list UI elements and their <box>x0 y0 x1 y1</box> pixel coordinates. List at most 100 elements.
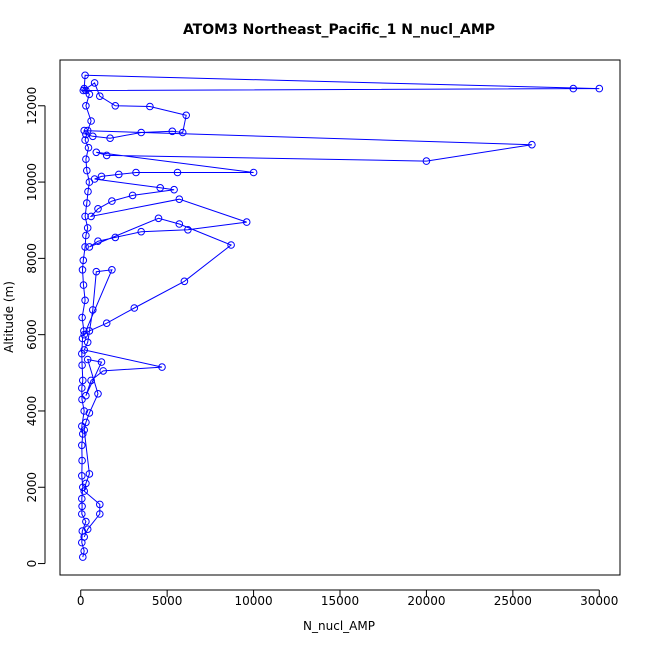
data-point <box>154 214 163 223</box>
x-tick-label: 10000 <box>234 594 272 608</box>
data-point <box>78 494 86 503</box>
data-point <box>90 79 99 87</box>
data-point <box>80 547 88 555</box>
y-tick-label: 4000 <box>25 396 39 427</box>
data-point <box>595 84 604 93</box>
data-point <box>82 391 90 400</box>
data-point <box>82 102 90 110</box>
data-point <box>82 231 90 240</box>
data-point <box>158 363 166 371</box>
data-point <box>80 346 88 354</box>
data-point <box>99 367 107 375</box>
data-point <box>81 71 89 80</box>
data-point <box>94 390 102 398</box>
data-point <box>178 128 187 137</box>
data-point <box>81 136 89 144</box>
y-axis-label: Altitude (m) <box>2 281 16 353</box>
y-axis: 0 2000 4000 6000 8000 10000 12000 <box>25 87 46 567</box>
chart-title: ATOM3 Northeast_Pacific_1 N_nucl_AMP <box>183 22 495 38</box>
x-axis-label: N_nucl_AMP <box>303 619 375 633</box>
data-point <box>82 479 90 488</box>
data-point <box>78 361 86 370</box>
data-point <box>79 86 88 95</box>
y-tick-label: 6000 <box>25 319 39 350</box>
data-point <box>87 212 95 221</box>
data-point <box>82 418 90 427</box>
data-point <box>79 430 87 438</box>
data-point <box>249 168 258 177</box>
data-point <box>82 517 90 526</box>
data-point <box>132 168 140 177</box>
data-point <box>83 199 91 207</box>
data-point <box>78 472 86 480</box>
data-point <box>78 456 86 465</box>
data-point <box>108 197 116 205</box>
data-point <box>79 281 88 289</box>
data-point <box>85 327 94 335</box>
data-point <box>569 84 578 93</box>
data-point <box>81 243 89 251</box>
data-point <box>78 313 86 322</box>
series-line-0 <box>81 74 600 558</box>
data-point <box>94 205 102 213</box>
data-point <box>78 510 86 518</box>
data-point <box>85 243 94 251</box>
data-point <box>422 157 431 165</box>
data-point <box>92 267 101 276</box>
y-tick-label: 8000 <box>25 243 39 274</box>
x-tick-label: 20000 <box>407 594 445 608</box>
data-point <box>84 143 93 152</box>
data-point <box>102 319 111 328</box>
x-tick-label: 5000 <box>152 594 183 608</box>
x-tick-label: 25000 <box>494 594 532 608</box>
y-tick-label: 10000 <box>25 163 39 201</box>
data-point <box>175 195 184 203</box>
data-point <box>83 166 91 175</box>
data-point <box>111 102 120 110</box>
data-point <box>168 127 177 136</box>
data-point <box>89 132 97 141</box>
data-point <box>227 241 235 249</box>
data-point <box>102 151 111 160</box>
data-point <box>97 172 106 181</box>
data-point <box>87 376 95 385</box>
data-point <box>108 266 116 274</box>
x-tick-label: 0 <box>77 594 85 608</box>
data-point <box>82 155 90 163</box>
data-point <box>156 184 164 192</box>
data-point <box>80 327 88 335</box>
data-point <box>83 224 92 232</box>
y-tick-label: 2000 <box>25 472 39 503</box>
data-point <box>78 502 86 511</box>
data-point <box>81 212 89 221</box>
data-point <box>528 140 536 149</box>
plot-frame <box>59 59 621 576</box>
data-point <box>89 306 97 314</box>
data-point <box>92 148 101 157</box>
data-point <box>90 175 99 183</box>
data-point <box>78 395 86 404</box>
data-point <box>78 384 86 392</box>
data-point <box>130 304 139 312</box>
data-point <box>182 111 190 120</box>
data-point <box>80 426 88 434</box>
data-point <box>78 422 86 431</box>
data-point <box>94 237 102 245</box>
data-point <box>111 233 120 242</box>
x-tick-label: 30000 <box>580 594 618 608</box>
data-point <box>85 409 94 417</box>
data-point <box>184 226 192 234</box>
data-point <box>78 441 86 450</box>
data-point <box>83 525 92 534</box>
data-point <box>137 128 145 137</box>
data-point <box>180 277 189 286</box>
series-group <box>78 71 604 561</box>
data-point <box>128 191 137 200</box>
data-point <box>97 358 106 366</box>
data-point <box>80 533 88 541</box>
data-point <box>173 168 182 177</box>
data-point <box>137 227 145 236</box>
data-point <box>79 376 87 385</box>
y-tick-label: 12000 <box>25 87 39 125</box>
